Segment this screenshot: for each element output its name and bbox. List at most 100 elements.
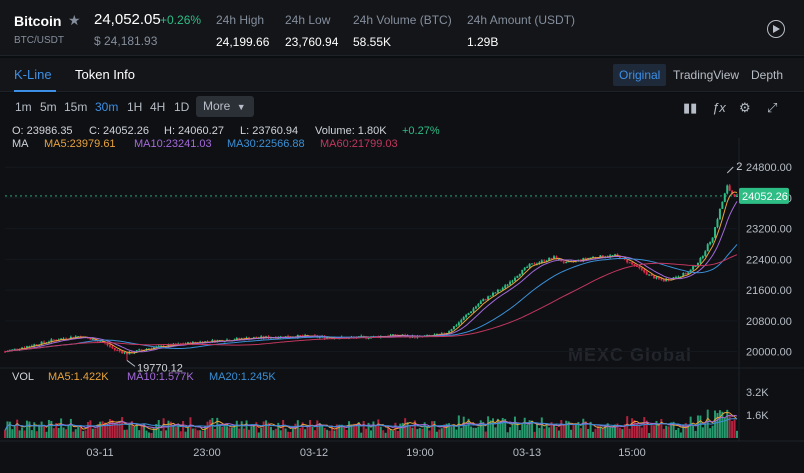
volume-bar — [140, 426, 143, 438]
volume-bar — [474, 427, 477, 438]
candle-body — [289, 337, 292, 339]
candle-body — [309, 336, 311, 338]
volume-bar — [65, 429, 67, 438]
volume-bar — [321, 424, 324, 438]
more-label: More — [203, 99, 231, 113]
volume-bar — [589, 421, 592, 438]
view-original-button[interactable]: Original — [613, 64, 667, 86]
volume-bar — [160, 430, 163, 438]
volume-bar — [306, 427, 309, 438]
candle-body — [323, 336, 326, 339]
volume-bar — [662, 428, 665, 438]
volume-bar — [726, 409, 729, 438]
candle-body — [16, 348, 19, 350]
timeframe-4h[interactable]: 4H — [150, 100, 166, 114]
candle-body — [240, 338, 243, 340]
time-tick-label: 15:00 — [618, 447, 646, 459]
volume-bar — [282, 420, 285, 438]
candle-body — [338, 338, 341, 340]
volume-bar — [313, 430, 316, 438]
indicators-icon[interactable]: ƒx — [712, 100, 726, 115]
volume-bar — [6, 421, 9, 438]
candle-body — [677, 276, 680, 278]
volume-bar — [89, 420, 92, 438]
volume-bar — [296, 420, 299, 438]
candle-body — [130, 351, 133, 354]
candle-body — [623, 257, 626, 260]
fullscreen-icon[interactable]: ⤢ — [767, 100, 778, 115]
ma60-line — [4, 254, 738, 353]
volume-bar — [118, 422, 121, 438]
volume-bar — [57, 428, 60, 438]
candle-body — [301, 335, 304, 337]
candle-body — [611, 255, 614, 257]
volume-bar — [553, 423, 555, 438]
volume-bar — [35, 431, 38, 438]
volume-bar — [123, 429, 126, 438]
candle-body — [348, 337, 351, 339]
candle-body — [45, 342, 48, 344]
candle-body — [223, 341, 226, 343]
candle-body — [116, 349, 119, 351]
volume-bar — [340, 424, 343, 438]
candle-body — [711, 237, 714, 242]
favorite-star-icon[interactable]: ★ — [68, 12, 81, 28]
volume-bar — [382, 430, 385, 438]
volume-bar — [269, 426, 272, 438]
price-chart[interactable]: 20000.00 20800.00 21600.00 22400.00 23200.00… — [0, 93, 804, 473]
volume-bar — [40, 421, 43, 438]
candle-body — [526, 266, 529, 268]
volume-bar — [560, 420, 563, 438]
volume-bar — [406, 422, 409, 438]
view-tradingview-button[interactable]: TradingView — [673, 68, 740, 82]
candle-body — [653, 275, 656, 279]
timeframe-1m[interactable]: 1m — [15, 100, 32, 114]
view-depth-button[interactable]: Depth — [751, 68, 784, 82]
candle-body — [579, 259, 582, 261]
volume-bar — [555, 426, 558, 438]
candle-body — [704, 251, 707, 257]
candle-body — [699, 258, 702, 263]
timeframe-30m[interactable]: 30m — [95, 100, 119, 114]
candle-body — [574, 260, 577, 262]
candle-body — [8, 350, 11, 352]
volume-bar — [423, 422, 426, 438]
candle-body — [248, 337, 250, 340]
volume-bar — [628, 428, 631, 438]
volume-bar — [428, 430, 431, 438]
candle-body — [343, 337, 346, 339]
candle-body — [565, 261, 568, 263]
timeframe-1h[interactable]: 1H — [127, 100, 143, 114]
volume-bar — [457, 415, 460, 438]
volume-bar — [538, 427, 541, 438]
volume-bar — [326, 429, 329, 438]
candle-body — [657, 276, 660, 279]
stat-high-label: 24h High — [216, 13, 265, 27]
volume-bar — [145, 430, 148, 438]
candle-body — [496, 289, 499, 293]
candle-body — [145, 348, 148, 350]
candle-type-icon[interactable]: ▮▮ — [683, 100, 698, 115]
candle-body — [265, 336, 268, 339]
volume-bar — [438, 429, 441, 438]
volume-bar — [69, 418, 72, 438]
pair-name[interactable]: Bitcoin — [14, 13, 62, 29]
tab-token-info[interactable]: Token Info — [75, 67, 135, 82]
volume-bar — [223, 426, 226, 438]
volume-bar — [557, 430, 560, 438]
settings-icon[interactable]: ⚙ — [739, 100, 751, 115]
stat-high-value: 24,199.66 — [216, 35, 270, 49]
play-icon[interactable] — [767, 20, 785, 38]
timeframe-15m[interactable]: 15m — [64, 100, 88, 114]
candle-body — [226, 339, 229, 342]
timeframe-1d[interactable]: 1D — [174, 100, 190, 114]
timeframe-5m[interactable]: 5m — [40, 100, 57, 114]
more-timeframes-dropdown[interactable]: More ▼ — [196, 96, 254, 117]
volume-bar — [443, 424, 446, 438]
volume-bar — [218, 424, 221, 438]
candle-body — [162, 345, 165, 348]
candle-body — [72, 336, 75, 338]
candle-body — [648, 274, 651, 276]
volume-bar — [689, 416, 692, 438]
tab-kline[interactable]: K-Line — [14, 67, 52, 82]
